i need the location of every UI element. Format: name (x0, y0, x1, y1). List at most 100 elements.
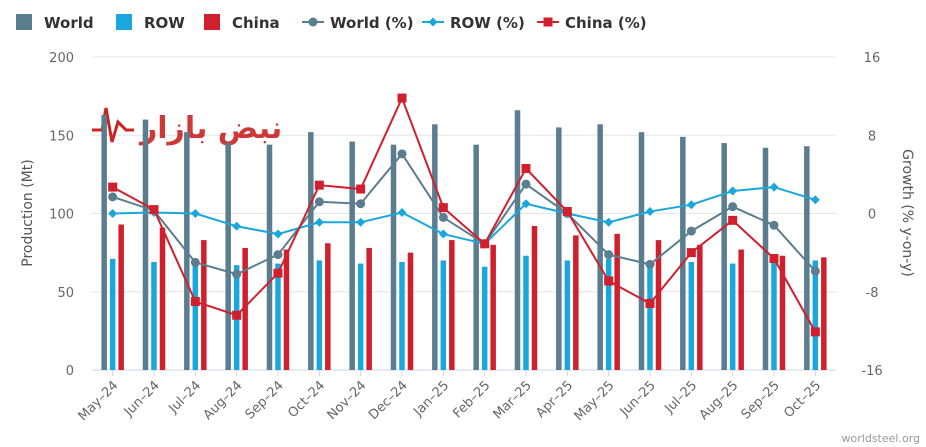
point-row (190, 209, 200, 218)
point-china (604, 276, 614, 286)
bar-china (655, 240, 662, 370)
legend-item-world[interactable]: World (%) (302, 14, 414, 32)
bar-china (242, 247, 248, 370)
line-world (112, 152, 817, 276)
bar-row (523, 255, 529, 370)
legend-swatch (204, 14, 220, 30)
line-series (108, 93, 820, 337)
y2-tick-label: 8 (868, 129, 876, 144)
bar-china (821, 257, 827, 370)
legend-item-row[interactable]: ROW (116, 14, 185, 32)
x-tick-label: Jun–24 (121, 378, 163, 420)
bar-world (556, 127, 562, 370)
bar-world (225, 143, 231, 370)
x-tick-label: Dec–24 (366, 378, 411, 423)
point-row (810, 195, 820, 205)
x-tick-label: Jul–25 (661, 378, 700, 417)
point-world (356, 199, 366, 209)
point-row (521, 199, 531, 209)
y-tick-label: 200 (49, 51, 74, 66)
point-world (645, 259, 655, 269)
point-row (604, 217, 614, 227)
bar-china (614, 233, 620, 370)
bar-china (118, 224, 124, 370)
x-tick-label: May–25 (572, 378, 618, 424)
bar-world (762, 147, 769, 370)
bar-world (638, 132, 645, 370)
point-china (273, 268, 283, 278)
bar-row (316, 260, 323, 370)
bar-row (688, 262, 695, 370)
bar-row (109, 258, 116, 370)
point-world (190, 257, 200, 267)
point-china (232, 310, 242, 320)
point-row (686, 200, 696, 210)
line-row (112, 186, 816, 245)
line-china (112, 95, 817, 333)
bar-china (738, 249, 744, 370)
bar-row (605, 258, 612, 370)
bar-world (142, 119, 149, 370)
bar-world (308, 132, 314, 370)
x-tick-label: Aug–24 (201, 378, 246, 423)
point-china (108, 182, 118, 192)
bar-row (729, 263, 736, 370)
bar-world (680, 136, 686, 370)
point-china (521, 164, 531, 174)
point-row (728, 186, 738, 196)
x-tick-label: Mar–25 (491, 378, 535, 422)
legend-marker (308, 17, 318, 27)
x-tick-label: Sep–24 (243, 378, 287, 422)
legend-label: ROW (144, 14, 185, 32)
bar-row (151, 262, 157, 370)
point-world (604, 250, 614, 260)
bar-china (490, 244, 496, 370)
bar-world (266, 144, 273, 370)
bar-china (531, 226, 538, 370)
legend-label: China (%) (565, 14, 647, 32)
legend-marker (428, 17, 438, 27)
point-china (397, 93, 407, 103)
credit-label: worldsteel.org (842, 432, 920, 445)
legend-item-world[interactable]: World (16, 14, 94, 32)
point-world (232, 269, 242, 279)
bar-world (101, 114, 107, 370)
y2-axis-title: Growth (% y-on-y) (899, 149, 915, 277)
point-china (190, 297, 200, 307)
point-row (645, 207, 655, 217)
y-tick-label: 0 (66, 364, 74, 379)
x-tick-label: May–24 (76, 378, 122, 424)
y2-tick-label: 16 (864, 51, 881, 66)
x-tick-label: Sep–25 (739, 378, 783, 422)
y-axis-right: -16 -8 0 8 16 (861, 51, 882, 379)
bar-china (779, 255, 786, 370)
legend-label: World (44, 14, 94, 32)
legend-item-china[interactable]: China (%) (537, 14, 647, 32)
point-china (686, 248, 696, 258)
bar-china (449, 240, 455, 370)
pulse-icon (92, 107, 134, 143)
legend-item-china[interactable]: China (204, 14, 280, 32)
y-axis-left: 0 50 100 150 200 (49, 51, 74, 379)
y-tick-label: 150 (49, 129, 74, 144)
bar-row (275, 263, 281, 370)
point-row (314, 217, 324, 227)
point-china (728, 215, 738, 225)
legend-item-row[interactable]: ROW (%) (422, 14, 525, 32)
watermark-text: نبض بازار (138, 111, 282, 146)
point-world (521, 179, 531, 189)
bar-series (101, 110, 827, 371)
point-world (273, 250, 283, 260)
bar-world (432, 124, 438, 370)
bar-china (159, 227, 166, 370)
point-world (438, 212, 448, 222)
point-row (232, 221, 242, 231)
x-tick-label: Jul–24 (165, 378, 204, 417)
point-world (810, 266, 820, 276)
point-china (356, 184, 366, 194)
point-china (645, 298, 655, 308)
bar-china (366, 247, 372, 370)
point-world (728, 202, 738, 212)
legend-swatch (116, 14, 132, 30)
